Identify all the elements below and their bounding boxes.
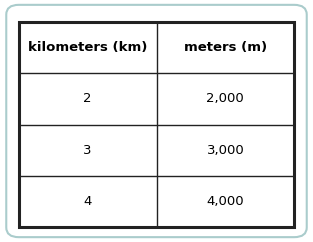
Text: 2: 2 — [83, 92, 92, 106]
Text: 2,000: 2,000 — [207, 92, 244, 106]
Text: 3,000: 3,000 — [207, 144, 244, 157]
Bar — [19, 22, 294, 227]
Text: 4: 4 — [84, 195, 92, 208]
Text: 4,000: 4,000 — [207, 195, 244, 208]
Text: kilometers (km): kilometers (km) — [28, 41, 147, 54]
Text: meters (m): meters (m) — [184, 41, 267, 54]
Text: 3: 3 — [83, 144, 92, 157]
Bar — [19, 22, 294, 227]
FancyBboxPatch shape — [6, 5, 307, 237]
